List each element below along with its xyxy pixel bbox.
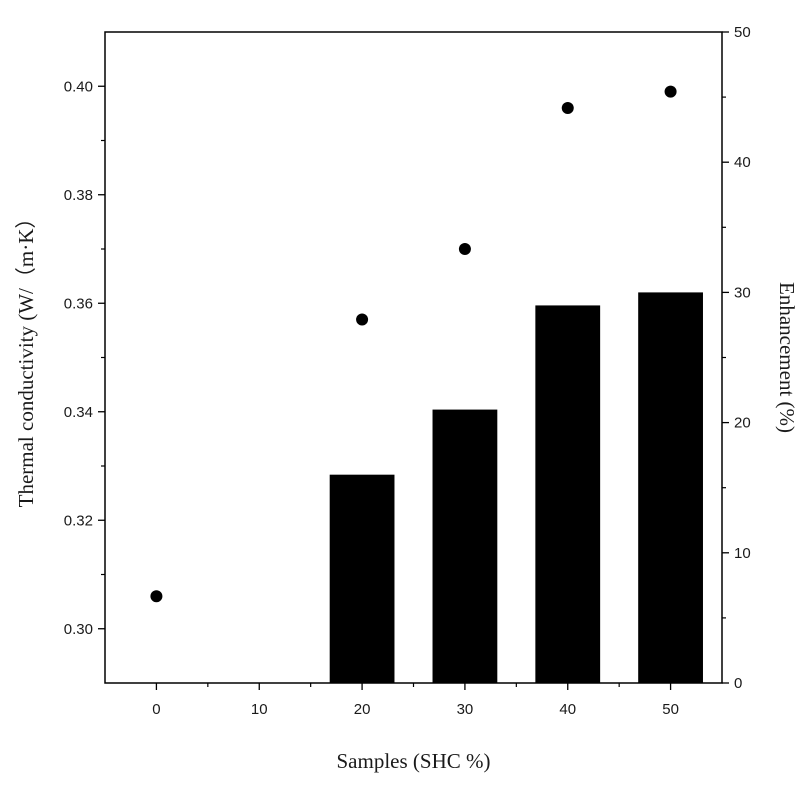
- x-axis-title: Samples (SHC %): [337, 749, 491, 773]
- y-right-axis-title: Enhancement (%): [775, 282, 799, 433]
- x-tick-label: 20: [354, 701, 371, 718]
- y-right-tick-label: 50: [734, 24, 751, 41]
- y-left-tick-label: 0.38: [64, 187, 93, 204]
- plot-frame: [104, 31, 723, 684]
- bar-40: [535, 305, 601, 683]
- y-right-tick-label: 30: [734, 284, 751, 301]
- y-left-tick-label: 0.36: [64, 295, 93, 312]
- point-50: [664, 85, 677, 98]
- y-left-tick-label: 0.34: [64, 404, 93, 421]
- y-right-tick-label: 0: [734, 675, 742, 692]
- y-right-tick-label: 20: [734, 415, 751, 432]
- x-tick-label: 0: [152, 701, 160, 718]
- point-0: [150, 590, 163, 603]
- bar-20: [329, 474, 395, 683]
- y-right-tick-label: 40: [734, 154, 751, 171]
- x-tick-label: 50: [662, 701, 679, 718]
- bar-50: [638, 292, 703, 683]
- point-30: [458, 243, 471, 255]
- point-20: [356, 313, 369, 326]
- y-left-tick-label: 0.30: [64, 621, 93, 638]
- x-tick-label: 30: [457, 701, 474, 718]
- y-right-tick-label: 10: [734, 545, 751, 562]
- point-40: [561, 101, 574, 114]
- x-tick-label: 10: [251, 701, 268, 718]
- x-tick-label: 40: [559, 701, 576, 718]
- y-left-axis-title: Thermal conductivity (W/（m·K）: [14, 208, 38, 508]
- y-left-tick-label: 0.40: [64, 78, 93, 95]
- bar-30: [432, 409, 498, 683]
- y-left-tick-label: 0.32: [64, 512, 93, 529]
